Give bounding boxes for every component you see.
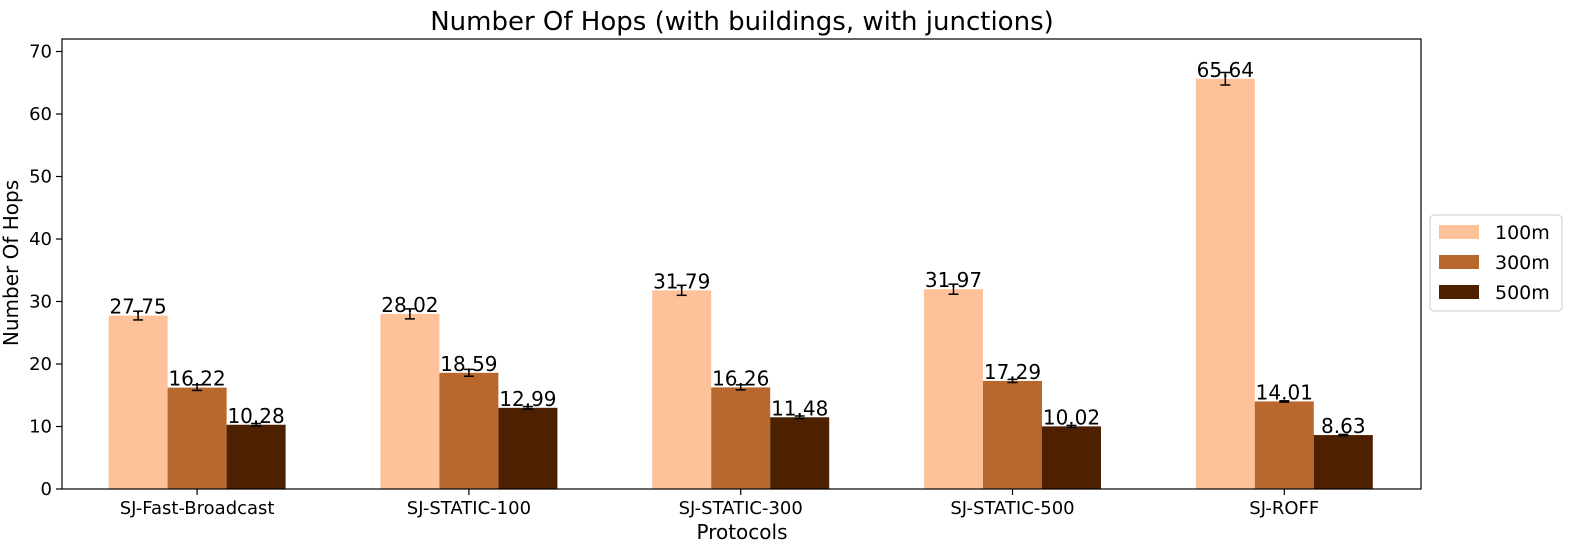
legend-swatch: [1439, 255, 1479, 269]
bars-layer: [108, 78, 1373, 489]
data-label: 65.64: [1197, 58, 1254, 82]
plot-frame: [61, 38, 1422, 490]
y-axis: 0 10 20 30 40 50 60 70: [29, 42, 62, 500]
legend-swatch: [1439, 225, 1479, 239]
x-tick-label: SJ-STATIC-500: [950, 498, 1074, 519]
data-label: 10.02: [1043, 405, 1100, 429]
error-bar: [1220, 71, 1231, 86]
error-bars-layer: [133, 71, 1349, 437]
legend-label: 500m: [1495, 282, 1550, 304]
y-tick-label: 40: [29, 229, 52, 250]
data-label: 11.48: [771, 396, 828, 420]
bar: [380, 313, 440, 489]
bar: [498, 407, 558, 489]
bar: [770, 417, 830, 489]
bar: [1313, 435, 1373, 489]
x-axis: SJ-Fast-Broadcast SJ-STATIC-100 SJ-STATIC-…: [120, 489, 1319, 519]
bar: [652, 290, 712, 489]
bar: [711, 387, 771, 489]
error-bar: [735, 384, 746, 391]
data-label: 14.01: [1256, 380, 1313, 404]
bar: [1042, 426, 1101, 489]
x-tick-label: SJ-STATIC-100: [407, 498, 531, 519]
y-tick-label: 0: [41, 479, 52, 500]
data-label: 27.75: [109, 295, 166, 319]
data-label: 18.59: [440, 352, 497, 376]
bar: [983, 380, 1042, 489]
data-label: 16.22: [168, 367, 225, 391]
data-label: 28.02: [381, 293, 438, 317]
data-label: 31.79: [653, 269, 710, 293]
legend-swatch: [1439, 285, 1479, 299]
y-tick-label: 20: [29, 354, 52, 375]
bar: [167, 387, 227, 489]
error-bar: [1066, 424, 1077, 429]
data-label: 12.99: [499, 387, 556, 411]
bar: [924, 289, 983, 489]
x-axis-label: Protocols: [696, 520, 787, 544]
data-label: 31.97: [925, 268, 982, 292]
y-tick-label: 60: [29, 104, 52, 125]
y-axis-label: Number Of Hops: [0, 180, 23, 346]
legend-label: 100m: [1495, 222, 1550, 244]
bar: [108, 315, 168, 489]
y-tick-label: 10: [29, 417, 52, 438]
error-bar: [251, 422, 262, 427]
error-bar: [522, 405, 533, 410]
error-bar: [404, 308, 415, 320]
data-label: 16.26: [712, 366, 769, 390]
x-tick-label: SJ-STATIC-300: [679, 498, 803, 519]
x-tick-label: SJ-ROFF: [1249, 498, 1319, 519]
error-bar: [794, 415, 805, 420]
x-tick-label: SJ-Fast-Broadcast: [120, 498, 275, 519]
data-label: 10.28: [227, 404, 284, 428]
y-tick-label: 50: [29, 167, 52, 188]
legend-label: 300m: [1495, 252, 1550, 274]
error-bar: [948, 283, 959, 295]
chart-title: Number Of Hops (with buildings, with jun…: [430, 7, 1054, 37]
data-label: 17.29: [984, 360, 1041, 384]
error-bar: [1338, 433, 1349, 437]
error-bar: [192, 384, 203, 392]
bar: [1195, 78, 1255, 489]
legend: 100m 300m 500m: [1429, 214, 1563, 312]
y-tick-label: 30: [29, 292, 52, 313]
bar: [226, 424, 286, 489]
error-bar: [463, 368, 474, 377]
bar: [439, 372, 499, 489]
error-bar: [1279, 400, 1290, 403]
error-bar: [133, 310, 144, 321]
data-label: 8.63: [1321, 414, 1366, 438]
error-bar: [1007, 378, 1018, 384]
y-tick-label: 70: [29, 42, 52, 63]
error-bar: [676, 284, 687, 297]
bar: [1254, 401, 1314, 489]
